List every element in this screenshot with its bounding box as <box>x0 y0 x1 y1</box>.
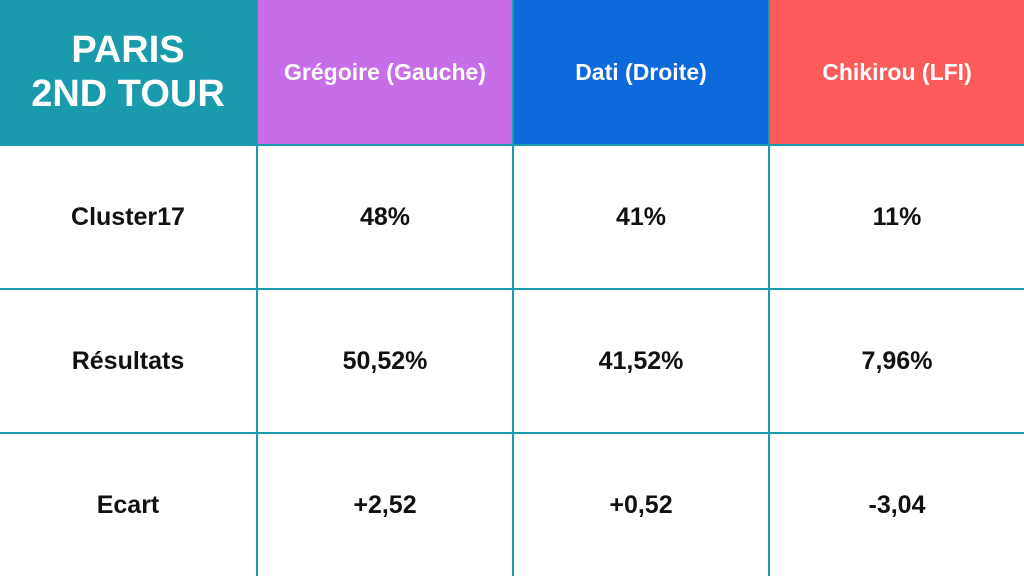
row-label: Cluster17 <box>0 146 256 288</box>
table-cell: 41,52% <box>514 290 768 432</box>
title-line: PARIS <box>71 29 185 71</box>
table-cell: 11% <box>770 146 1024 288</box>
table-cell: 50,52% <box>258 290 512 432</box>
table-cell: +2,52 <box>258 434 512 576</box>
row-label: Ecart <box>0 434 256 576</box>
column-header: Chikirou (LFI) <box>770 0 1024 144</box>
table-cell: +0,52 <box>514 434 768 576</box>
table-cell: -3,04 <box>770 434 1024 576</box>
table-cell: 48% <box>258 146 512 288</box>
column-header: Dati (Droite) <box>514 0 768 144</box>
table-title: PARIS 2ND TOUR <box>0 0 256 144</box>
column-header: Grégoire (Gauche) <box>258 0 512 144</box>
table-cell: 41% <box>514 146 768 288</box>
title-line: 2ND TOUR <box>31 73 225 115</box>
row-label: Résultats <box>0 290 256 432</box>
table-cell: 7,96% <box>770 290 1024 432</box>
